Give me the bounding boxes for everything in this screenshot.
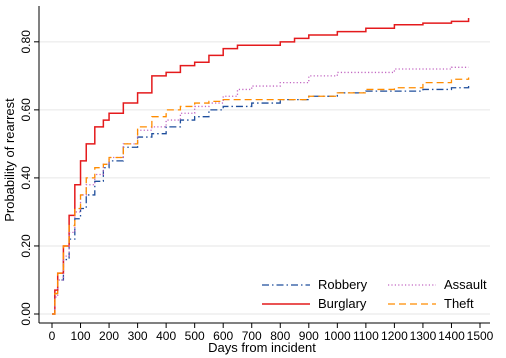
y-tick-label: 0.40 bbox=[19, 166, 33, 190]
legend-label-assault: Assault bbox=[444, 277, 487, 292]
y-tick-label: 0.80 bbox=[19, 30, 33, 54]
y-tick-label: 0.20 bbox=[19, 234, 33, 258]
x-tick-label: 1400 bbox=[438, 329, 465, 343]
series-line-theft bbox=[52, 77, 470, 315]
x-axis-title: Days from incident bbox=[208, 340, 316, 355]
x-tick-label: 1100 bbox=[353, 329, 379, 343]
x-tick-label: 1300 bbox=[410, 329, 437, 343]
x-tick-label: 1500 bbox=[467, 329, 494, 343]
axis-ticks: 0.00 0.20 0.40 0.60 0.80 0 100 200 300 400 500 600 7… bbox=[19, 30, 494, 343]
x-tick-label: 200 bbox=[99, 329, 119, 343]
x-tick-label: 600 bbox=[213, 329, 233, 343]
x-tick-label: 800 bbox=[270, 329, 290, 343]
x-tick-label: 500 bbox=[185, 329, 205, 343]
axes bbox=[38, 6, 490, 324]
x-tick-label: 1200 bbox=[381, 329, 408, 343]
x-tick-label: 1000 bbox=[324, 329, 351, 343]
x-tick-label: 400 bbox=[156, 329, 176, 343]
y-tick-label: 0.00 bbox=[19, 302, 33, 326]
legend-label-theft: Theft bbox=[444, 296, 474, 311]
x-tick-label: 100 bbox=[71, 329, 91, 343]
series-line-assault bbox=[52, 66, 469, 315]
x-tick-label: 900 bbox=[299, 329, 319, 343]
x-tick-label: 300 bbox=[128, 329, 148, 343]
x-tick-label: 700 bbox=[242, 329, 262, 343]
legend-label-burglary: Burglary bbox=[318, 296, 367, 311]
legend-label-robbery: Robbery bbox=[318, 277, 368, 292]
series-lines bbox=[52, 18, 470, 315]
y-axis-title: Probability of rearrest bbox=[2, 98, 17, 222]
series-line-robbery bbox=[52, 86, 470, 315]
grid-lines bbox=[39, 41, 490, 315]
series-line-burglary bbox=[52, 18, 470, 315]
y-tick-label: 0.60 bbox=[19, 98, 33, 122]
legend: Robbery Assault Burglary Theft bbox=[262, 277, 487, 311]
x-tick-label: 0 bbox=[49, 329, 56, 343]
